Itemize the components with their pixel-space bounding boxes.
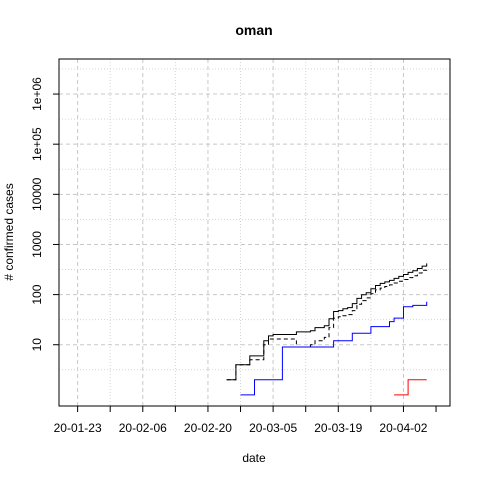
x-tick-label: 20-02-06 [119,421,167,435]
series-line [226,263,428,381]
y-axis-label: # confirmed cases [2,183,16,280]
series-line [240,301,428,396]
series-line [394,379,427,396]
x-axis: 20-01-23 20-02-06 20-02-20 20-03-05 20-03-19… [54,406,437,435]
y-tick-label: 1e+06 [30,77,44,111]
x-tick-label: 20-03-19 [314,421,362,435]
x-tick-label: 20-01-23 [54,421,102,435]
grid-lines [59,59,450,406]
x-axis-label: date [242,451,266,465]
x-tick-label: 20-02-20 [184,421,232,435]
y-tick-label: 1e+05 [30,127,44,161]
chart-title: oman [235,22,272,38]
plot-frame [58,58,451,407]
series-line [226,267,428,381]
x-tick-label: 20-03-05 [249,421,297,435]
y-tick-label: 10000 [30,177,44,211]
y-axis: 10 100 1000 10000 1e+05 1e+06 [30,77,59,352]
series-layer [226,263,428,396]
y-tick-label: 10 [30,338,44,352]
y-tick-label: 1000 [30,231,44,258]
x-tick-label: 20-04-02 [379,421,427,435]
y-tick-label: 100 [30,284,44,304]
